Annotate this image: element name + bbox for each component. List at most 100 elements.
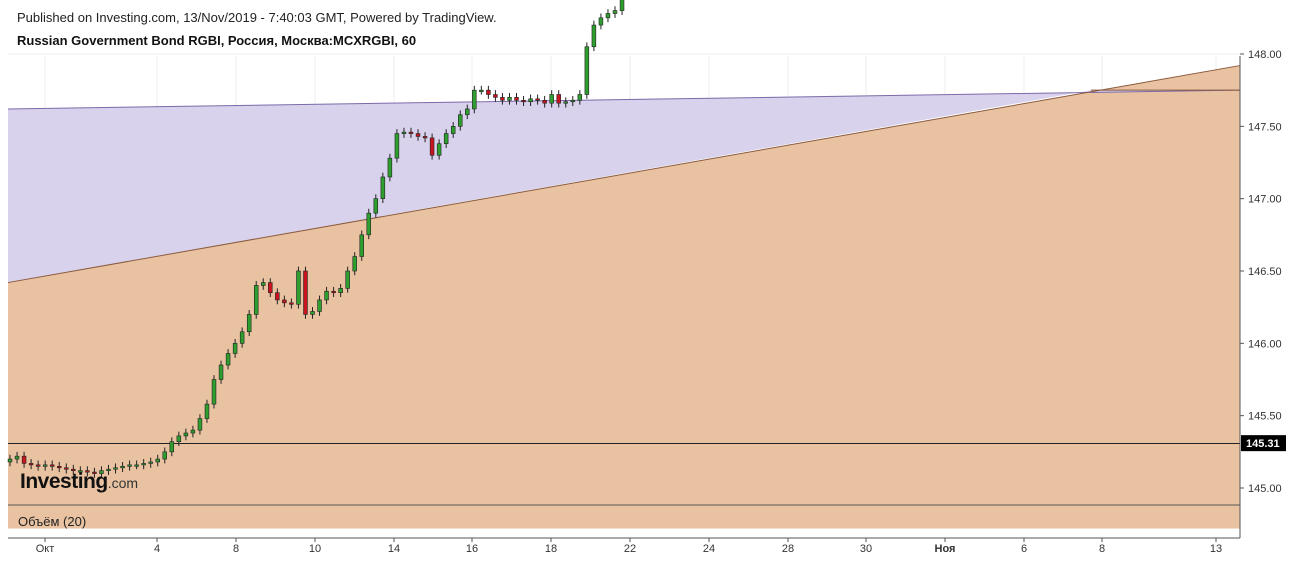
x-tick-label: 18 — [545, 543, 557, 555]
candle — [450, 126, 456, 134]
candle — [493, 94, 498, 98]
triangle-edge-bottom — [7, 65, 1241, 284]
candle — [542, 99, 547, 104]
candle — [275, 292, 280, 301]
instrument-title: Russian Government Bond RGBI, Россия, Мо… — [17, 33, 417, 48]
candle — [598, 17, 604, 26]
candle — [35, 464, 41, 467]
candle — [239, 331, 245, 344]
candle — [345, 270, 350, 289]
candle — [268, 282, 273, 293]
candle — [352, 256, 357, 272]
x-tick-label: 22 — [624, 543, 636, 555]
candle — [443, 133, 449, 144]
candle — [190, 429, 196, 434]
candle — [619, 0, 625, 11]
y-tick-label: 145.50 — [1248, 411, 1282, 423]
candle — [296, 270, 301, 305]
logo-suffix: .com — [107, 475, 139, 491]
y-tick-label: 148.00 — [1248, 49, 1282, 61]
candle — [289, 302, 294, 305]
candle — [261, 282, 266, 286]
x-tick-label: 16 — [466, 543, 478, 555]
candle — [612, 10, 618, 14]
candle — [64, 467, 69, 470]
x-tick-label: 28 — [782, 543, 794, 555]
candle — [331, 290, 336, 294]
candle — [7, 458, 13, 463]
candle — [49, 464, 55, 467]
candle — [246, 314, 252, 333]
candle — [14, 455, 20, 460]
logo-brand: Investing — [20, 470, 108, 493]
candle — [197, 418, 203, 431]
x-tick-label: 6 — [1021, 543, 1027, 555]
candle — [465, 108, 470, 116]
y-tick-label: 147.50 — [1248, 121, 1282, 133]
candle — [486, 89, 491, 95]
candle — [113, 467, 118, 470]
candle — [528, 98, 533, 103]
x-axis: Окт 4 8 10 14 16 18 22 24 28 30 Ноя 6 8 13 — [36, 538, 1222, 555]
triangle-edge-top — [7, 89, 1241, 110]
candle — [317, 299, 322, 312]
x-tick-label: 8 — [1099, 543, 1105, 555]
triangle-drawings — [7, 65, 1241, 529]
price-marker-label: 145.31 — [1246, 438, 1280, 450]
volume-label: Объём (20) — [18, 514, 87, 529]
candle — [570, 99, 576, 103]
candle — [57, 465, 62, 469]
triangle-purple — [8, 90, 1240, 283]
x-tick-label: 4 — [154, 543, 160, 555]
candle — [253, 285, 259, 315]
candle — [472, 89, 477, 110]
y-tick-label: 147.00 — [1248, 194, 1282, 206]
candle — [183, 432, 189, 437]
y-tick-label: 145.00 — [1248, 483, 1282, 495]
candle — [99, 470, 104, 474]
candle — [436, 143, 442, 156]
candle — [218, 364, 224, 380]
candle — [584, 46, 590, 95]
candle — [549, 94, 554, 104]
candles — [7, 0, 625, 478]
candle — [204, 403, 210, 419]
candle — [282, 299, 287, 304]
candle — [577, 94, 583, 101]
x-tick-label: 13 — [1210, 543, 1222, 555]
candle — [21, 455, 27, 464]
candle — [134, 464, 139, 467]
candle — [359, 234, 364, 257]
candle — [303, 270, 308, 315]
candle — [556, 94, 561, 104]
candle — [429, 137, 435, 156]
y-tick-label: 146.00 — [1248, 338, 1282, 350]
candle — [176, 435, 182, 443]
candle — [42, 464, 48, 467]
candle — [225, 353, 231, 366]
x-tick-label: 8 — [233, 543, 239, 555]
chart-frame — [8, 56, 1241, 539]
candle — [380, 176, 386, 199]
candle — [387, 157, 393, 178]
candle — [507, 97, 512, 101]
triangle-orange — [8, 65, 1240, 529]
candle — [85, 470, 90, 473]
candle — [120, 465, 125, 469]
candle — [457, 114, 463, 127]
candle — [366, 212, 372, 236]
candle — [408, 131, 414, 134]
candle — [324, 290, 329, 301]
candle — [394, 133, 400, 159]
candle — [155, 458, 160, 463]
candle — [479, 89, 484, 92]
y-tick-label: 146.50 — [1248, 266, 1282, 278]
x-tick-label: 10 — [309, 543, 321, 555]
candle — [162, 451, 168, 460]
price-marker-lines — [8, 443, 1240, 444]
candle — [148, 461, 153, 464]
candle — [514, 97, 519, 101]
candle — [338, 288, 343, 293]
candle — [310, 311, 315, 315]
